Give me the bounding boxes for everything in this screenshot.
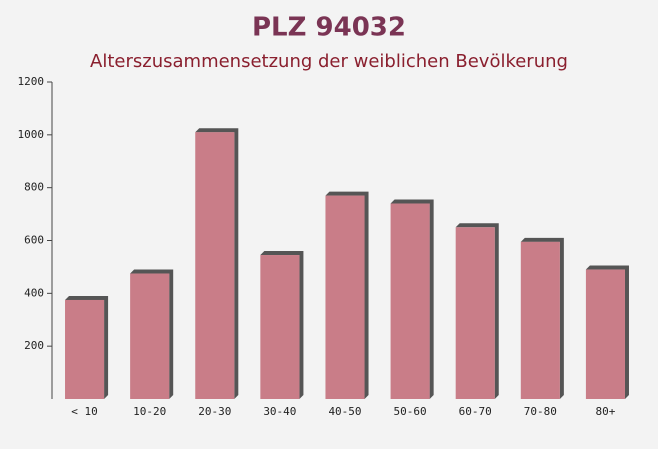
y-tick-label: 400: [24, 286, 44, 299]
y-tick-label: 200: [24, 339, 44, 352]
bar: [260, 255, 300, 399]
x-tick-label: 50-60: [394, 405, 427, 418]
x-tick-label: < 10: [71, 405, 98, 418]
y-tick-label: 800: [24, 181, 44, 194]
chart-title: PLZ 94032: [252, 13, 406, 43]
x-tick-label: 10-20: [133, 405, 166, 418]
y-tick-label: 600: [24, 234, 44, 247]
bar: [585, 269, 625, 399]
x-tick-label: 80+: [596, 405, 616, 418]
bar: [455, 227, 495, 399]
bar: [325, 195, 365, 399]
bar: [195, 132, 235, 400]
chart-subtitle: Alterszusammensetzung der weiblichen Bev…: [90, 51, 568, 72]
x-tick-label: 30-40: [263, 405, 296, 418]
x-tick-label: 70-80: [524, 405, 557, 418]
bar: [520, 241, 560, 399]
x-tick-label: 60-70: [459, 405, 492, 418]
y-tick-label: 1200: [18, 75, 45, 88]
y-tick-label: 1000: [18, 128, 45, 141]
bar: [65, 299, 105, 399]
bar: [390, 203, 430, 399]
x-tick-label: 40-50: [328, 405, 361, 418]
bar: [130, 273, 170, 399]
x-tick-label: 20-30: [198, 405, 231, 418]
